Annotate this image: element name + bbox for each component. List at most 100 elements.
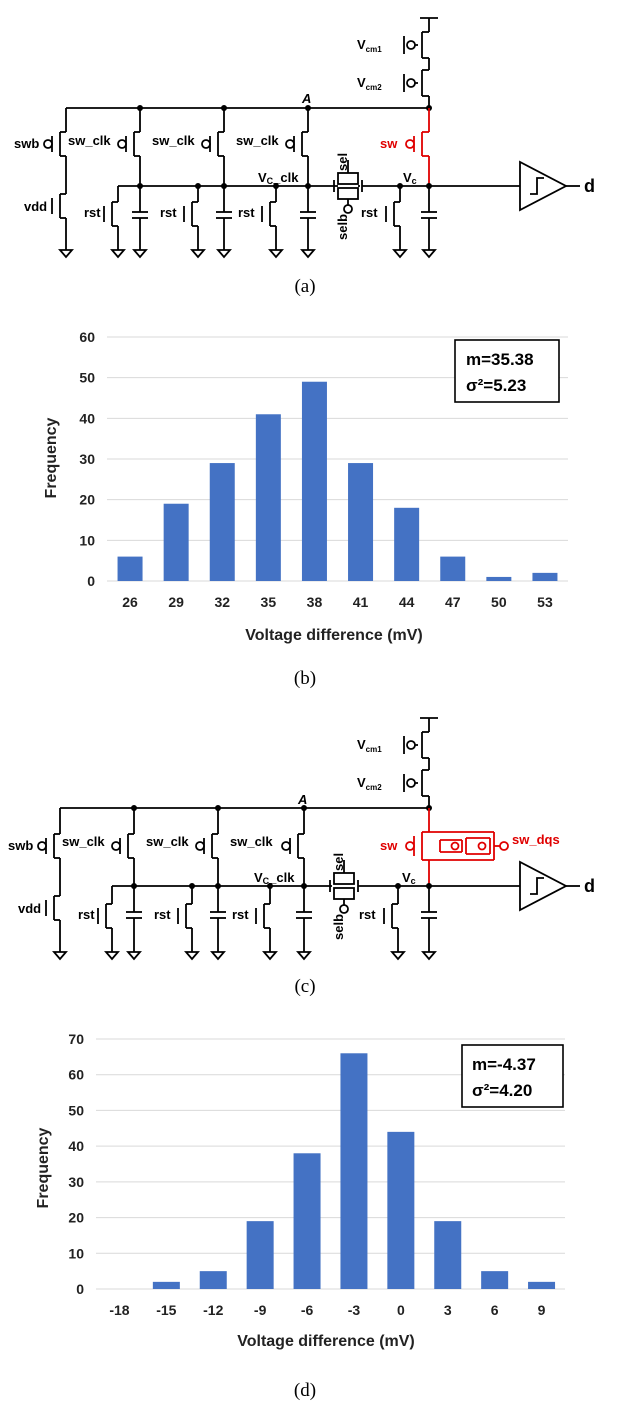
y-tick-label: 10 <box>79 532 95 548</box>
vcm1-label: Vcm1 <box>357 737 382 754</box>
vc-clk-label: VC_clk <box>258 170 299 186</box>
bar--15 <box>152 1281 180 1289</box>
y-tick-label: 60 <box>68 1067 84 1083</box>
caption-d: (d) <box>294 1380 316 1401</box>
x-tick-labels: 26 29 32 35 38 41 44 47 50 53 <box>122 594 553 610</box>
bar-3 <box>434 1221 462 1289</box>
bar-47 <box>440 556 466 581</box>
bar--3 <box>340 1053 368 1289</box>
x-tick-label: 50 <box>491 594 507 610</box>
histogram-d: 0 10 20 30 40 50 60 70 -18 -15 -12 -9 -6 -3 0 3 6 9 Freq… <box>35 1031 565 1401</box>
bar--6 <box>293 1153 321 1289</box>
bars <box>117 381 558 581</box>
sw-clk-label: sw_clk <box>236 133 279 148</box>
vc-label: Vc <box>403 170 417 186</box>
bar-53 <box>532 572 558 581</box>
rst-label: rst <box>154 907 171 922</box>
x-tick-labels: -18 -15 -12 -9 -6 -3 0 3 6 9 <box>109 1302 545 1318</box>
x-tick-label: -15 <box>156 1302 176 1318</box>
x-tick-label: 44 <box>399 594 415 610</box>
y-tick-label: 10 <box>68 1245 84 1261</box>
stats-box <box>461 1044 564 1108</box>
vc-label: Vc <box>402 870 416 886</box>
x-tick-label: 6 <box>491 1302 499 1318</box>
y-tick-label: 70 <box>68 1031 84 1047</box>
rst-label: rst <box>84 205 101 220</box>
x-tick-label: 26 <box>122 594 138 610</box>
x-tick-label: 9 <box>538 1302 546 1318</box>
bar-41 <box>348 463 374 581</box>
sw-transistor-a <box>405 108 430 185</box>
rst-label: rst <box>232 907 249 922</box>
y-tick-label: 30 <box>79 451 95 467</box>
y-tick-label: 60 <box>79 329 95 345</box>
y-axis-label: Frequency <box>35 1127 52 1208</box>
sw-clk-label: sw_clk <box>230 834 273 849</box>
bar--12 <box>199 1271 227 1289</box>
circuit-a-wires <box>43 17 580 259</box>
selb-label: selb <box>335 214 350 240</box>
node-a-label: A <box>301 91 311 106</box>
x-tick-label: -18 <box>109 1302 129 1318</box>
sw-clk-label: sw_clk <box>152 133 195 148</box>
circuit-a: Vcm1 Vcm2 A swb vdd sw_clk sw_clk sw_clk… <box>14 17 595 297</box>
vc-clk-label: VC_clk <box>254 870 295 886</box>
stats-variance: σ²=5.23 <box>466 376 526 395</box>
rst-label: rst <box>78 907 95 922</box>
circuit-c: Vcm1 Vcm2 A swb vdd sw_clk sw_clk sw_clk… <box>8 717 595 997</box>
y-tick-labels: 0 10 20 30 40 50 60 70 <box>68 1031 84 1297</box>
bar-35 <box>255 414 281 581</box>
stats-variance: σ²=4.20 <box>472 1081 532 1100</box>
vcm2-label: Vcm2 <box>357 75 382 92</box>
bar-29 <box>163 503 189 581</box>
histogram-b: 0 10 20 30 40 50 60 26 29 32 35 38 41 44 47 50 53 Frequ… <box>43 329 568 689</box>
sw-dqs-transistors-c <box>405 808 509 885</box>
x-axis-label: Voltage difference (mV) <box>237 1333 415 1350</box>
y-tick-label: 40 <box>68 1138 84 1154</box>
x-tick-label: 3 <box>444 1302 452 1318</box>
bar-44 <box>394 507 420 581</box>
bar-32 <box>209 463 235 581</box>
stats-mean: m=-4.37 <box>472 1055 536 1074</box>
bar-50 <box>486 576 512 581</box>
y-tick-label: 0 <box>87 573 95 589</box>
x-tick-label: 29 <box>168 594 184 610</box>
y-axis-label: Frequency <box>43 417 60 498</box>
x-tick-label: 38 <box>307 594 323 610</box>
x-tick-label: 41 <box>353 594 369 610</box>
sw-dqs-label: sw_dqs <box>512 832 560 847</box>
y-tick-label: 20 <box>79 492 95 508</box>
x-tick-label: -3 <box>348 1302 361 1318</box>
y-tick-label: 50 <box>79 370 95 386</box>
swb-label: swb <box>8 838 33 853</box>
circuit-c-wires <box>37 717 580 961</box>
sw-clk-label: sw_clk <box>62 834 105 849</box>
caption-b: (b) <box>294 668 316 689</box>
y-tick-label: 0 <box>76 1281 84 1297</box>
bar-6 <box>481 1271 509 1289</box>
swb-label: swb <box>14 136 39 151</box>
x-tick-label: 32 <box>214 594 230 610</box>
sel-label: sel <box>331 853 346 871</box>
bar-38 <box>301 381 327 581</box>
x-tick-label: -6 <box>301 1302 314 1318</box>
rst-label: rst <box>359 907 376 922</box>
x-tick-label: 0 <box>397 1302 405 1318</box>
selb-label: selb <box>331 914 346 940</box>
x-tick-label: -9 <box>254 1302 267 1318</box>
vcm1-label: Vcm1 <box>357 37 382 54</box>
stats-box <box>454 339 560 403</box>
output-d-label: d <box>584 876 595 896</box>
vdd-label: vdd <box>24 199 47 214</box>
sw-label: sw <box>380 838 398 853</box>
bar-26 <box>117 556 143 581</box>
output-d-label: d <box>584 176 595 196</box>
stats-mean: m=35.38 <box>466 350 534 369</box>
y-tick-label: 40 <box>79 410 95 426</box>
rst-label: rst <box>361 205 378 220</box>
x-axis-label: Voltage difference (mV) <box>245 627 423 644</box>
x-tick-label: 53 <box>537 594 553 610</box>
y-tick-label: 20 <box>68 1210 84 1226</box>
caption-c: (c) <box>294 976 315 997</box>
sw-clk-label: sw_clk <box>146 834 189 849</box>
